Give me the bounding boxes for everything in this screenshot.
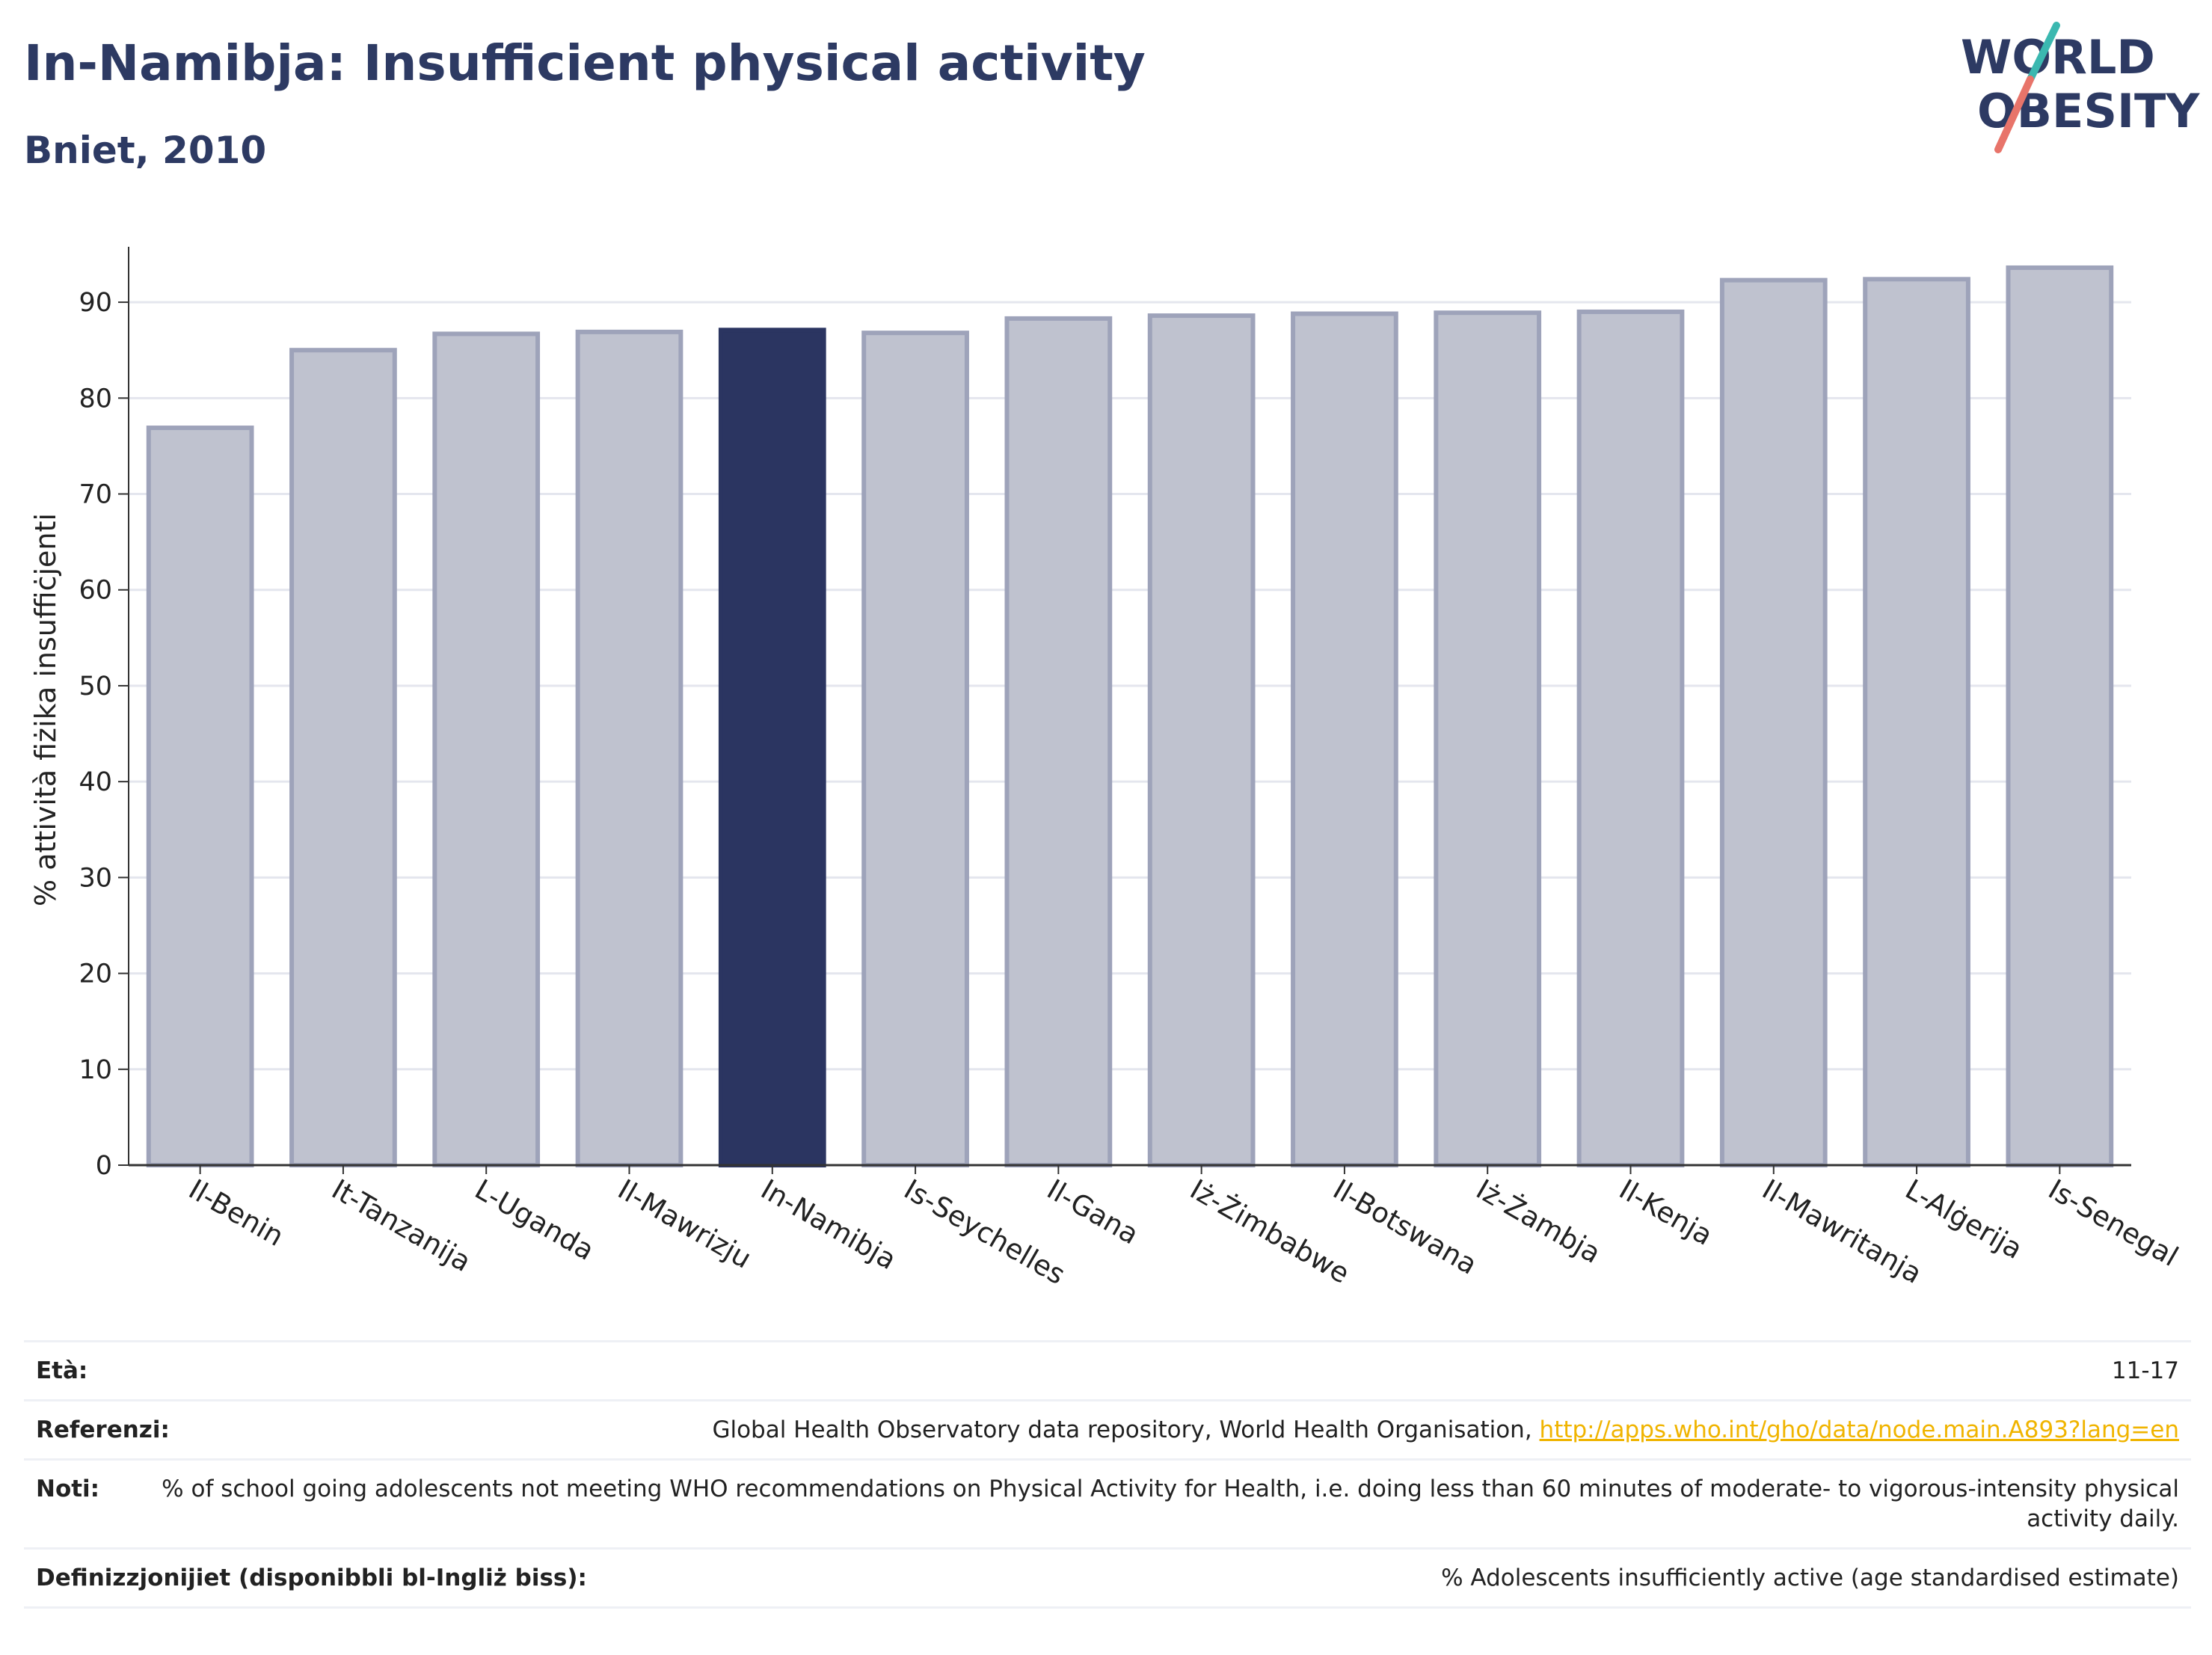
- x-tick-label: Is-Senegal: [2043, 1173, 2184, 1273]
- info-row: Referenzi: Global Health Observatory data…: [24, 1399, 2191, 1458]
- bar: [575, 329, 683, 1167]
- info-row-value: % of school going adolescents not meetin…: [129, 1474, 2179, 1534]
- logo-coral-slash: [1994, 76, 2034, 153]
- page-title: In-Namibja: Insufficient physical activi…: [24, 34, 1146, 92]
- y-tick-label: 60: [79, 576, 112, 606]
- info-row: Definizzjonijiet (disponibbli bl-Ingliż …: [24, 1547, 2191, 1609]
- x-tick-label: Iż-Żimbabwe: [1185, 1173, 1355, 1290]
- page-subtitle: Bniet, 2010: [24, 129, 267, 172]
- info-row-value-text: Global Health Observatory data repositor…: [712, 1416, 1540, 1443]
- logo-teal-slash: [2027, 22, 2060, 83]
- x-tick-label: Il-Kenja: [1614, 1173, 1718, 1252]
- y-tick-label: 0: [96, 1151, 112, 1181]
- bar: [146, 426, 254, 1167]
- bar: [1291, 311, 1398, 1168]
- logo-line-1: WORLD: [1961, 30, 2155, 85]
- y-tick-label: 10: [79, 1055, 112, 1085]
- world-obesity-logo: WORLD OBESITY: [1961, 22, 2200, 153]
- bar: [432, 331, 541, 1167]
- axes: [118, 247, 2131, 1174]
- y-tick-label: 90: [79, 288, 112, 318]
- bar: [861, 331, 969, 1167]
- info-row-key: Noti:: [36, 1476, 100, 1502]
- info-row-value: Global Health Observatory data repositor…: [712, 1415, 2179, 1445]
- bar: [1719, 277, 1828, 1168]
- bar: [2006, 265, 2114, 1167]
- info-row-key: Referenzi:: [36, 1416, 170, 1443]
- bar: [1004, 316, 1113, 1168]
- x-tick-label: L-Alġerija: [1900, 1173, 2028, 1266]
- info-row: Età: 11-17: [24, 1340, 2191, 1399]
- y-tick-label: 70: [79, 480, 112, 510]
- y-tick-label: 40: [79, 767, 112, 797]
- x-tick-label: Il-Gana: [1042, 1173, 1144, 1251]
- info-row-key: Età:: [36, 1357, 88, 1384]
- bar: [1863, 277, 1970, 1168]
- x-tick-label: Il-Mawrizju: [612, 1173, 757, 1275]
- y-tick-label: 20: [79, 959, 112, 989]
- reference-link[interactable]: http://apps.who.int/gho/data/node.main.A…: [1539, 1416, 2179, 1443]
- y-tick-label: 30: [79, 863, 112, 893]
- bar-highlighted: [718, 328, 826, 1168]
- info-row-key: Definizzjonijiet (disponibbli bl-Ingliż …: [36, 1565, 587, 1591]
- x-tick-label: Il-Benin: [183, 1173, 289, 1253]
- x-tick-label: Iż-Żambja: [1471, 1173, 1606, 1270]
- bar: [289, 348, 397, 1167]
- info-row-value-text: % Adolescents insufficiently active (age…: [1441, 1565, 2179, 1591]
- bar: [1147, 313, 1256, 1168]
- bars: [146, 265, 2114, 1168]
- bar: [1576, 309, 1685, 1168]
- info-table: Età: 11-17 Referenzi: Global Health Observa…: [24, 1340, 2191, 1609]
- y-tick-label: 50: [79, 672, 112, 701]
- info-row-value-text: % of school going adolescents not meetin…: [162, 1476, 2179, 1532]
- info-row: Noti: % of school going adolescents not m…: [24, 1458, 2191, 1547]
- x-tick-label: It-Tanzanija: [326, 1173, 476, 1279]
- x-tick-label: L-Uganda: [470, 1173, 600, 1267]
- y-tick-label: 80: [79, 384, 112, 414]
- grid-lines: [129, 301, 2131, 1071]
- y-axis-title: % attività fiżika insuffiċjenti: [29, 513, 62, 906]
- bar: [1434, 310, 1542, 1168]
- info-row-value: 11-17: [2112, 1356, 2179, 1386]
- x-tick-label: In-Namibja: [755, 1173, 901, 1277]
- x-tick-label: Is-Seychelles: [899, 1173, 1071, 1292]
- x-tick-label: Il-Mawritanja: [1757, 1173, 1927, 1290]
- info-row-value: % Adolescents insufficiently active (age…: [1441, 1563, 2179, 1593]
- info-row-value-text: 11-17: [2111, 1357, 2179, 1384]
